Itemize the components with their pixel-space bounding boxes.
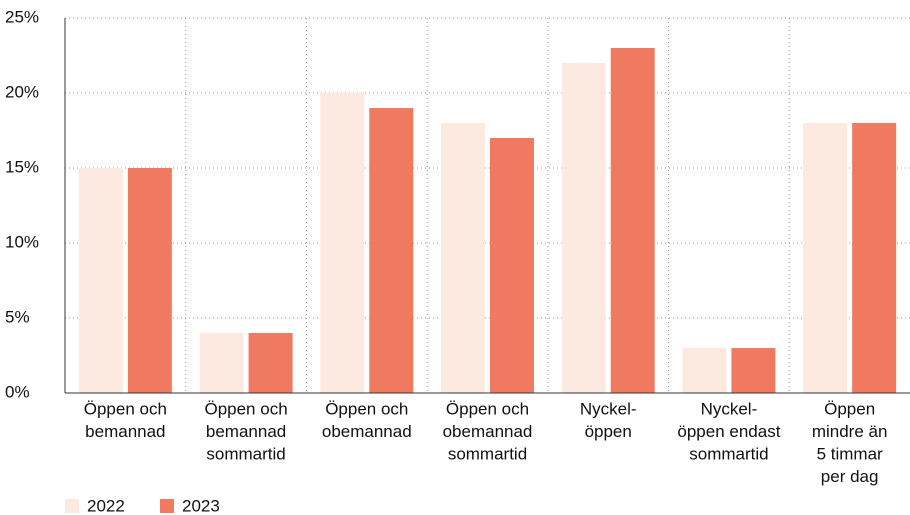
- y-tick-label: 15%: [5, 157, 39, 176]
- bar: [248, 333, 293, 393]
- bar: [803, 123, 848, 393]
- y-tick-label: 20%: [5, 82, 39, 101]
- x-tick-label: Öppen och: [446, 399, 529, 418]
- x-tick-label: per dag: [821, 467, 879, 486]
- x-tick-label: öppen endast: [677, 422, 780, 441]
- x-tick-label: Öppen: [824, 399, 875, 418]
- bar: [78, 168, 123, 393]
- bar: [561, 63, 606, 393]
- x-tick-label: bemannad: [206, 422, 286, 441]
- y-tick-label: 10%: [5, 232, 39, 251]
- bar: [852, 123, 897, 393]
- x-tick-label: Nyckel-: [701, 399, 758, 418]
- legend-label: 2022: [87, 496, 125, 515]
- x-tick-label: sommartid: [689, 444, 768, 463]
- x-tick-label: bemannad: [85, 422, 165, 441]
- x-tick-label: Öppen och: [84, 399, 167, 418]
- x-tick-label: sommartid: [206, 444, 285, 463]
- x-tick-label: sommartid: [448, 444, 527, 463]
- y-tick-label: 25%: [5, 7, 39, 26]
- x-tick-label: Öppen och: [325, 399, 408, 418]
- x-tick-label: Öppen och: [204, 399, 287, 418]
- bar: [320, 93, 365, 393]
- y-tick-label: 5%: [5, 307, 30, 326]
- bar: [682, 348, 727, 393]
- bar: [127, 168, 172, 393]
- legend-swatch: [160, 499, 174, 513]
- x-tick-label: öppen: [585, 422, 632, 441]
- x-tick-label: obemannad: [443, 422, 533, 441]
- legend-swatch: [65, 499, 79, 513]
- x-tick-label: 5 timmar: [817, 444, 883, 463]
- x-tick-label: obemannad: [322, 422, 412, 441]
- bar: [441, 123, 485, 393]
- bar: [490, 138, 534, 393]
- bar: [731, 348, 776, 393]
- bar: [369, 108, 414, 393]
- y-tick-label: 0%: [5, 382, 30, 401]
- legend-label: 2023: [182, 496, 220, 515]
- bar: [610, 48, 655, 393]
- x-tick-label: Nyckel-: [580, 399, 637, 418]
- bar: [199, 333, 244, 393]
- x-tick-label: mindre än: [812, 422, 888, 441]
